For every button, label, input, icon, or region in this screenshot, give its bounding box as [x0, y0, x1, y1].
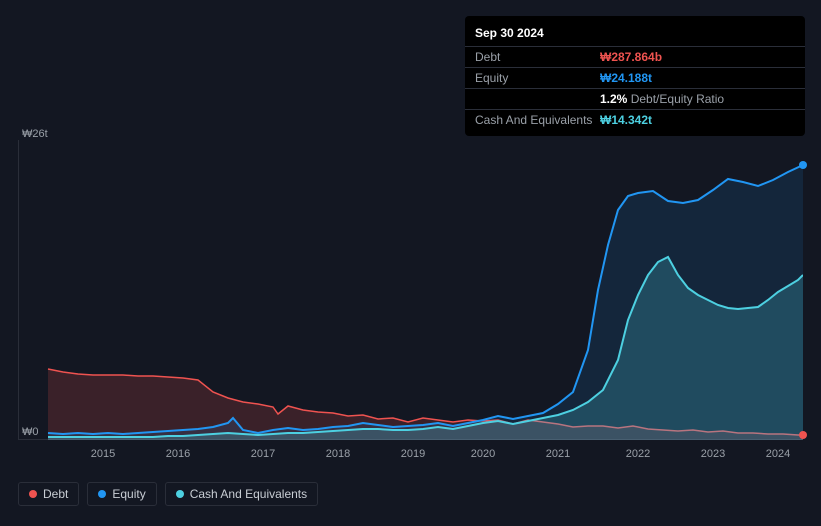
x-tick: 2020 — [471, 448, 495, 460]
tooltip-row-cash: Cash And Equivalents ₩14.342t — [465, 109, 805, 130]
tooltip-value: ₩24.188t — [600, 71, 652, 85]
tooltip-value: ₩287.864b — [600, 50, 662, 64]
legend-item[interactable]: Cash And Equivalents — [165, 482, 318, 506]
x-tick: 2016 — [166, 448, 190, 460]
tooltip-value: ₩14.342t — [600, 113, 652, 127]
tooltip-row-equity: Equity ₩24.188t — [465, 67, 805, 88]
tooltip-label — [475, 92, 600, 106]
legend-dot-icon — [98, 490, 106, 498]
chart-svg — [18, 140, 803, 440]
x-tick: 2019 — [401, 448, 425, 460]
legend-dot-icon — [176, 490, 184, 498]
tooltip-label: Equity — [475, 71, 600, 85]
end-dot-equity — [799, 161, 807, 169]
x-tick: 2015 — [91, 448, 115, 460]
legend-dot-icon — [29, 490, 37, 498]
tooltip-row-ratio: 1.2% Debt/Equity Ratio — [465, 88, 805, 109]
legend-item[interactable]: Equity — [87, 482, 156, 506]
x-tick: 2022 — [626, 448, 650, 460]
legend-label: Cash And Equivalents — [190, 487, 307, 501]
legend-label: Debt — [43, 487, 68, 501]
tooltip-ratio-suffix: Debt/Equity Ratio — [631, 92, 724, 106]
y-axis-max: ₩26t — [22, 128, 45, 140]
end-dot-debt — [799, 431, 807, 439]
tooltip-ratio-pct: 1.2% — [600, 92, 627, 106]
x-tick: 2023 — [701, 448, 725, 460]
legend: Debt Equity Cash And Equivalents — [18, 482, 318, 506]
x-tick: 2021 — [546, 448, 570, 460]
tooltip-label: Debt — [475, 50, 600, 64]
legend-label: Equity — [112, 487, 145, 501]
x-axis: 2015 2016 2017 2018 2019 2020 2021 2022 2023 2024 — [18, 448, 803, 468]
x-tick: 2018 — [326, 448, 350, 460]
x-tick: 2024 — [766, 448, 790, 460]
tooltip-row-debt: Debt ₩287.864b — [465, 46, 805, 67]
legend-item[interactable]: Debt — [18, 482, 79, 506]
tooltip-date: Sep 30 2024 — [465, 22, 805, 46]
summary-tooltip: Sep 30 2024 Debt ₩287.864b Equity ₩24.18… — [465, 16, 805, 136]
tooltip-label: Cash And Equivalents — [475, 113, 600, 127]
x-tick: 2017 — [251, 448, 275, 460]
